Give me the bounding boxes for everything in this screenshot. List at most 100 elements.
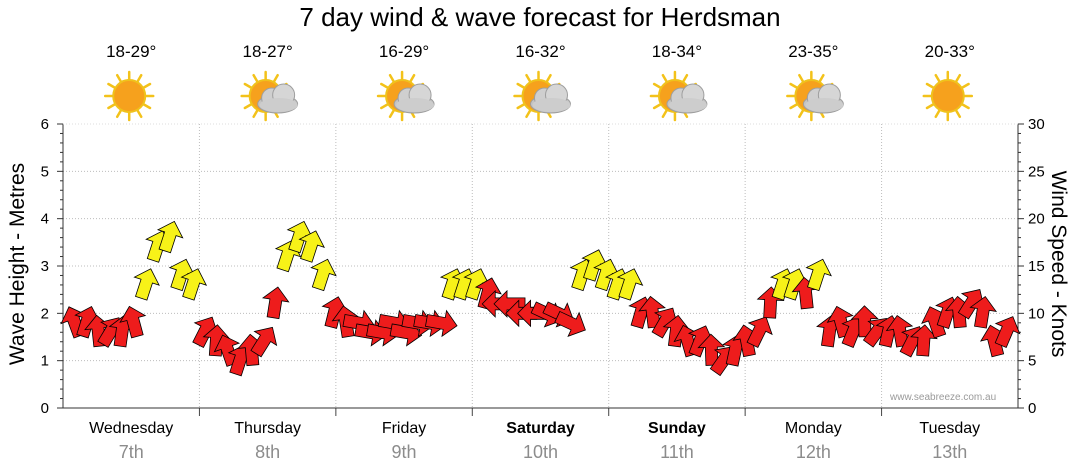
day-name-0: Wednesday: [89, 420, 174, 437]
day-date-2: 9th: [391, 442, 417, 462]
y-tick-label-left: 6: [41, 116, 49, 133]
wind-arrow: [424, 309, 458, 338]
wind-arrow-shape: [202, 324, 231, 357]
y-tick-label-left: 2: [41, 305, 49, 322]
wind-arrow-shape: [781, 268, 809, 301]
day-temp-3: 16-32°: [515, 42, 566, 61]
wind-arrow: [616, 268, 644, 301]
wind-arrow: [180, 268, 208, 301]
wind-arrow-shape: [651, 307, 679, 339]
sun-icon: [103, 70, 155, 122]
wind-arrow-shape: [581, 249, 608, 282]
day-name-4: Sunday: [648, 420, 706, 437]
wind-arrow-shape: [168, 258, 196, 292]
wind-arrow: [593, 258, 620, 292]
day-name-5: Monday: [784, 420, 842, 437]
y-tick-label-left: 0: [41, 400, 49, 417]
wind-arrow-shape: [463, 268, 491, 301]
y-tick-label-right: 25: [1028, 163, 1045, 180]
chart-title: 7 day wind & wave forecast for Herdsman: [299, 2, 781, 32]
cloud-shape: [666, 83, 708, 114]
sun-cloud-icon: [376, 70, 435, 122]
cloud-puff: [668, 98, 707, 112]
cloud-shape: [530, 83, 571, 114]
sun-cloud-icon: [786, 70, 844, 122]
wind-arrow: [581, 249, 608, 282]
sun-cloud-icon: [649, 70, 708, 122]
day-temp-5: 23-35°: [788, 42, 839, 61]
wind-arrow: [286, 220, 314, 254]
watermark: www.seabreeze.com.au: [890, 392, 997, 403]
wind-arrow: [168, 258, 196, 292]
wind-arrow-shape: [250, 326, 278, 358]
wind-arrow: [687, 325, 714, 358]
day-date-1: 8th: [255, 442, 281, 462]
wind-arrow: [192, 316, 219, 349]
day-name-3: Saturday: [506, 420, 575, 437]
wind-arrow-shape: [957, 288, 985, 320]
wind-arrow-shape: [192, 316, 219, 349]
wind-arrow: [909, 324, 938, 357]
day-date-5: 12th: [795, 442, 831, 462]
day-date-3: 10th: [522, 442, 559, 462]
wind-arrow: [463, 268, 491, 301]
wind-arrows: [60, 220, 1021, 377]
wind-arrow: [133, 268, 160, 301]
wind-arrow-shape: [180, 268, 208, 301]
wind-arrow: [781, 268, 809, 301]
wind-arrow-shape: [909, 324, 938, 357]
wind-arrow: [261, 286, 290, 320]
cloud-puff: [259, 98, 298, 112]
y-tick-label-right: 5: [1028, 353, 1036, 370]
wind-arrow: [969, 295, 997, 329]
wind-arrow-shape: [616, 268, 644, 301]
y-tick-label-left: 4: [41, 211, 49, 228]
wind-arrow: [662, 314, 691, 348]
wind-arrow: [493, 289, 526, 318]
wind-arrow: [554, 310, 586, 337]
y-tick-label-left: 1: [41, 353, 49, 370]
y-tick-label-left: 5: [41, 163, 49, 180]
wind-arrow-shape: [969, 295, 997, 329]
wind-arrow: [298, 230, 325, 263]
sun-disc: [112, 79, 147, 113]
cloud-shape: [257, 83, 299, 114]
cloud-shape: [802, 83, 844, 114]
day-temp-2: 16-29°: [378, 42, 430, 61]
wind-arrow: [310, 258, 337, 292]
wind-arrow: [957, 288, 985, 320]
wind-arrow-shape: [119, 305, 147, 339]
wind-arrow-shape: [74, 306, 101, 339]
plot-area: 0 1 2 3 4 5 6 0 5 10 15 20 25 30: [41, 116, 1045, 417]
wind-arrow: [746, 316, 773, 349]
wind-arrow: [321, 296, 349, 329]
day-name-6: Tuesday: [919, 420, 981, 437]
wind-arrow-shape: [286, 220, 314, 254]
wind-arrow-shape: [662, 314, 691, 348]
cloud-shape: [393, 83, 435, 114]
wind-arrow-shape: [593, 258, 620, 292]
wind-arrow-shape: [746, 316, 773, 349]
day-temp-0: 18-29°: [106, 42, 157, 61]
wind-arrow-shape: [133, 268, 160, 301]
y-axis-label-left: Wave Height - Metres: [6, 162, 29, 366]
day-temp-4: 18-34°: [651, 42, 703, 61]
wind-arrow-shape: [424, 309, 458, 338]
sun-icon: [922, 70, 974, 122]
day-date-6: 13th: [932, 442, 968, 462]
wind-arrow-shape: [156, 220, 184, 254]
cloud-puff: [805, 98, 844, 112]
wind-arrow: [74, 306, 101, 339]
y-tick-label-left: 3: [41, 258, 49, 275]
y-tick-label-right: 0: [1028, 400, 1036, 417]
day-date-0: 7th: [118, 442, 144, 462]
wind-arrow-shape: [321, 296, 349, 329]
wind-arrow: [156, 220, 184, 254]
day-date-4: 11th: [660, 442, 694, 462]
y-tick-label-right: 30: [1028, 116, 1045, 133]
cloud-puff: [532, 98, 571, 112]
sun-cloud-icon: [240, 70, 299, 122]
y-tick-label-right: 20: [1028, 211, 1045, 228]
y-axis-label-right: Wind Speed - Knots: [1047, 170, 1070, 358]
